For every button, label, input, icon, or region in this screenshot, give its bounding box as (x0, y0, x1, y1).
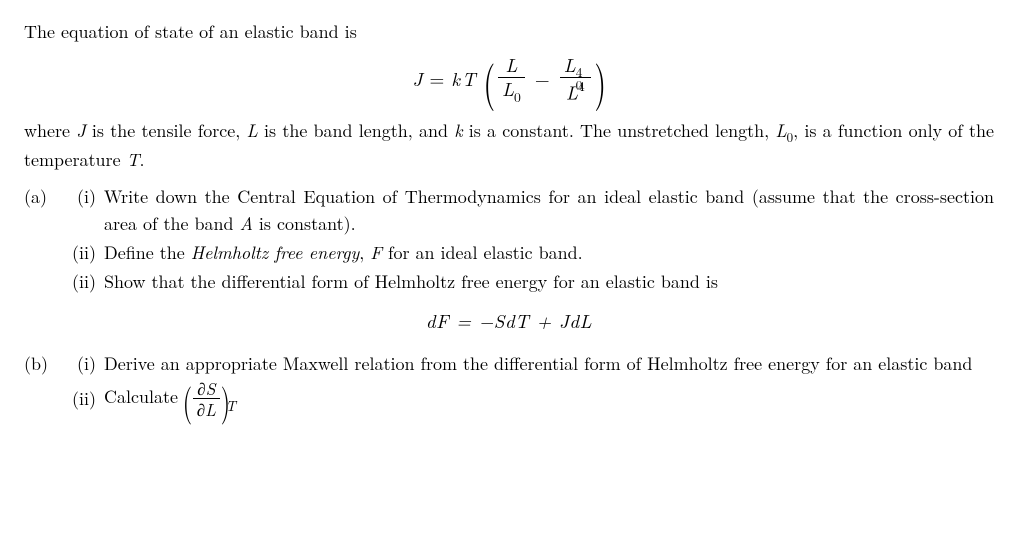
part-a-i: (i) Write down the Central Equation of T… (66, 183, 994, 237)
part-a-ii-label: (ii) (66, 239, 104, 266)
text: is the band length, and (258, 118, 454, 143)
part-a-iii-label: (ii) (66, 268, 104, 295)
var-L0: L (775, 118, 786, 143)
part-b-i-text: Derive an appropriate Maxwell relation f… (104, 350, 994, 377)
var-L0-sub: 0 (787, 127, 793, 146)
part-b: (b) (i) Derive an appropriate Maxwell re… (24, 350, 994, 422)
part-a-label: (a) (24, 183, 66, 297)
var-A: A (240, 211, 253, 236)
part-b-label: (b) (24, 350, 66, 422)
text: where (24, 118, 76, 143)
eq-dF-text: dF = −SdT + JdL (426, 307, 592, 334)
var-L: L (247, 118, 258, 143)
text: for an ideal elastic band. (382, 240, 583, 265)
frac1-den-sub: 0 (514, 87, 521, 106)
equation-dF: dF = −SdT + JdL (24, 307, 994, 336)
partial-symbol: ∂ (197, 376, 205, 400)
partial-symbol: ∂ (197, 397, 205, 421)
part-a-iii-text: Show that the differential form of Helmh… (104, 268, 994, 295)
frac2-num-var: L (564, 51, 576, 78)
part-b-ii: (ii) Calculate ( ∂S ∂L )T (66, 379, 994, 420)
part-a-ii-text: Define the Helmholtz free energy, F for … (104, 239, 994, 266)
var-L: L (205, 397, 216, 421)
left-paren: ( (483, 59, 495, 99)
frac1-den-var: L (502, 75, 514, 102)
text: is constant). (253, 211, 356, 236)
text: Define the (104, 240, 191, 265)
part-b-i: (i) Derive an appropriate Maxwell relati… (66, 350, 994, 377)
fraction-L04-over-L4: L40 L4 (560, 55, 591, 103)
partial-derivative: ( ∂S ∂L )T (184, 379, 239, 420)
minus-sign: − (535, 65, 550, 94)
part-a-iii: (ii) Show that the differential form of … (66, 268, 994, 295)
text: is a constant. The unstretched length, (463, 118, 776, 143)
eq-T: T (462, 65, 476, 94)
text: , (359, 240, 370, 265)
part-b-ii-content: Calculate ( ∂S ∂L )T (104, 379, 994, 420)
equation-of-state: J = k T ( L L0 − L40 L4 ) (24, 55, 994, 103)
frac2-den-sup: 4 (578, 76, 585, 95)
fraction-L-over-L0: L L0 (498, 55, 525, 103)
part-a-i-text: Write down the Central Equation of Therm… (104, 183, 994, 237)
intro-text: The equation of state of an elastic band… (24, 18, 994, 45)
var-k: k (454, 118, 462, 143)
eq-k: k (451, 65, 460, 94)
text: is the tensile force, (86, 118, 247, 143)
part-a-ii: (ii) Define the Helmholtz free energy, F… (66, 239, 994, 266)
eq-J: J (413, 65, 423, 94)
text: . (140, 147, 145, 172)
text: Write down the Central Equation of Therm… (104, 184, 994, 236)
part-b-i-label: (i) (66, 350, 104, 377)
part-a: (a) (i) Write down the Central Equation … (24, 183, 994, 297)
part-b-ii-label: (ii) (66, 385, 104, 412)
text-calculate: Calculate (104, 384, 184, 409)
var-J: J (76, 118, 85, 143)
para-variables: where J is the tensile force, L is the b… (24, 117, 994, 173)
pd-subscript-T: T (226, 396, 236, 416)
var-S: S (206, 376, 216, 400)
term-helmholtz: Helmholtz free energy (191, 240, 359, 265)
var-T: T (127, 147, 140, 172)
right-paren: ) (594, 59, 606, 99)
part-a-i-label: (i) (66, 183, 104, 237)
eq-equals: = (429, 65, 444, 94)
var-F: F (370, 240, 382, 265)
